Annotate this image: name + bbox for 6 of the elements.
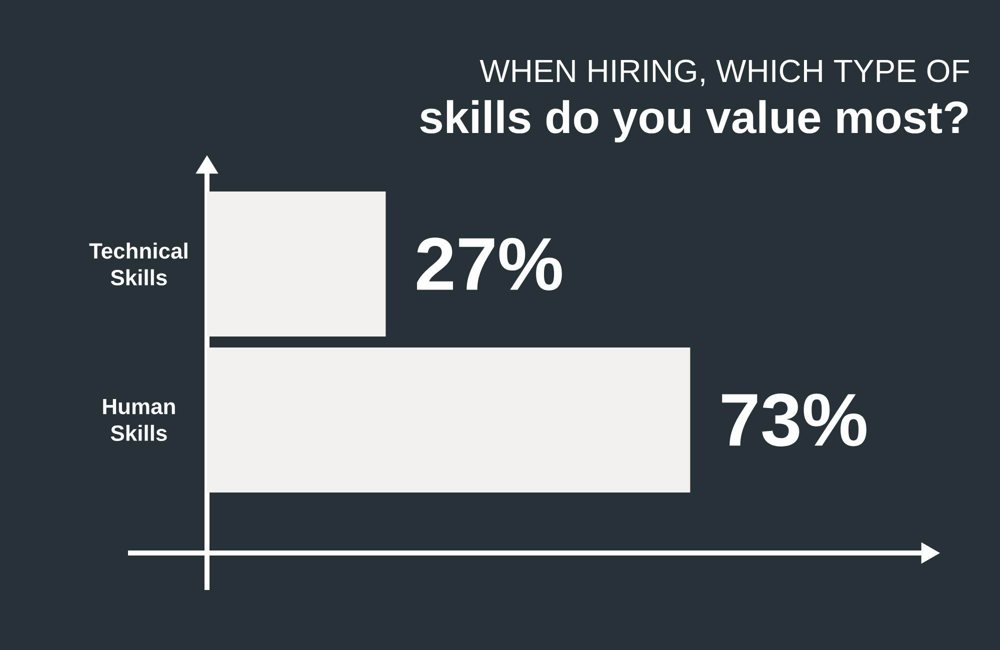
data-label: 73% bbox=[722, 393, 866, 446]
y-tick-label: Human Skills bbox=[103, 398, 175, 441]
chart-title: WHEN HIRING, WHICH TYPE OF bbox=[480, 60, 969, 86]
y-tick-label: Technical Skills bbox=[89, 242, 188, 286]
chart-subtitle: skills do you value most? bbox=[420, 100, 968, 142]
data-label: 27% bbox=[417, 238, 562, 290]
